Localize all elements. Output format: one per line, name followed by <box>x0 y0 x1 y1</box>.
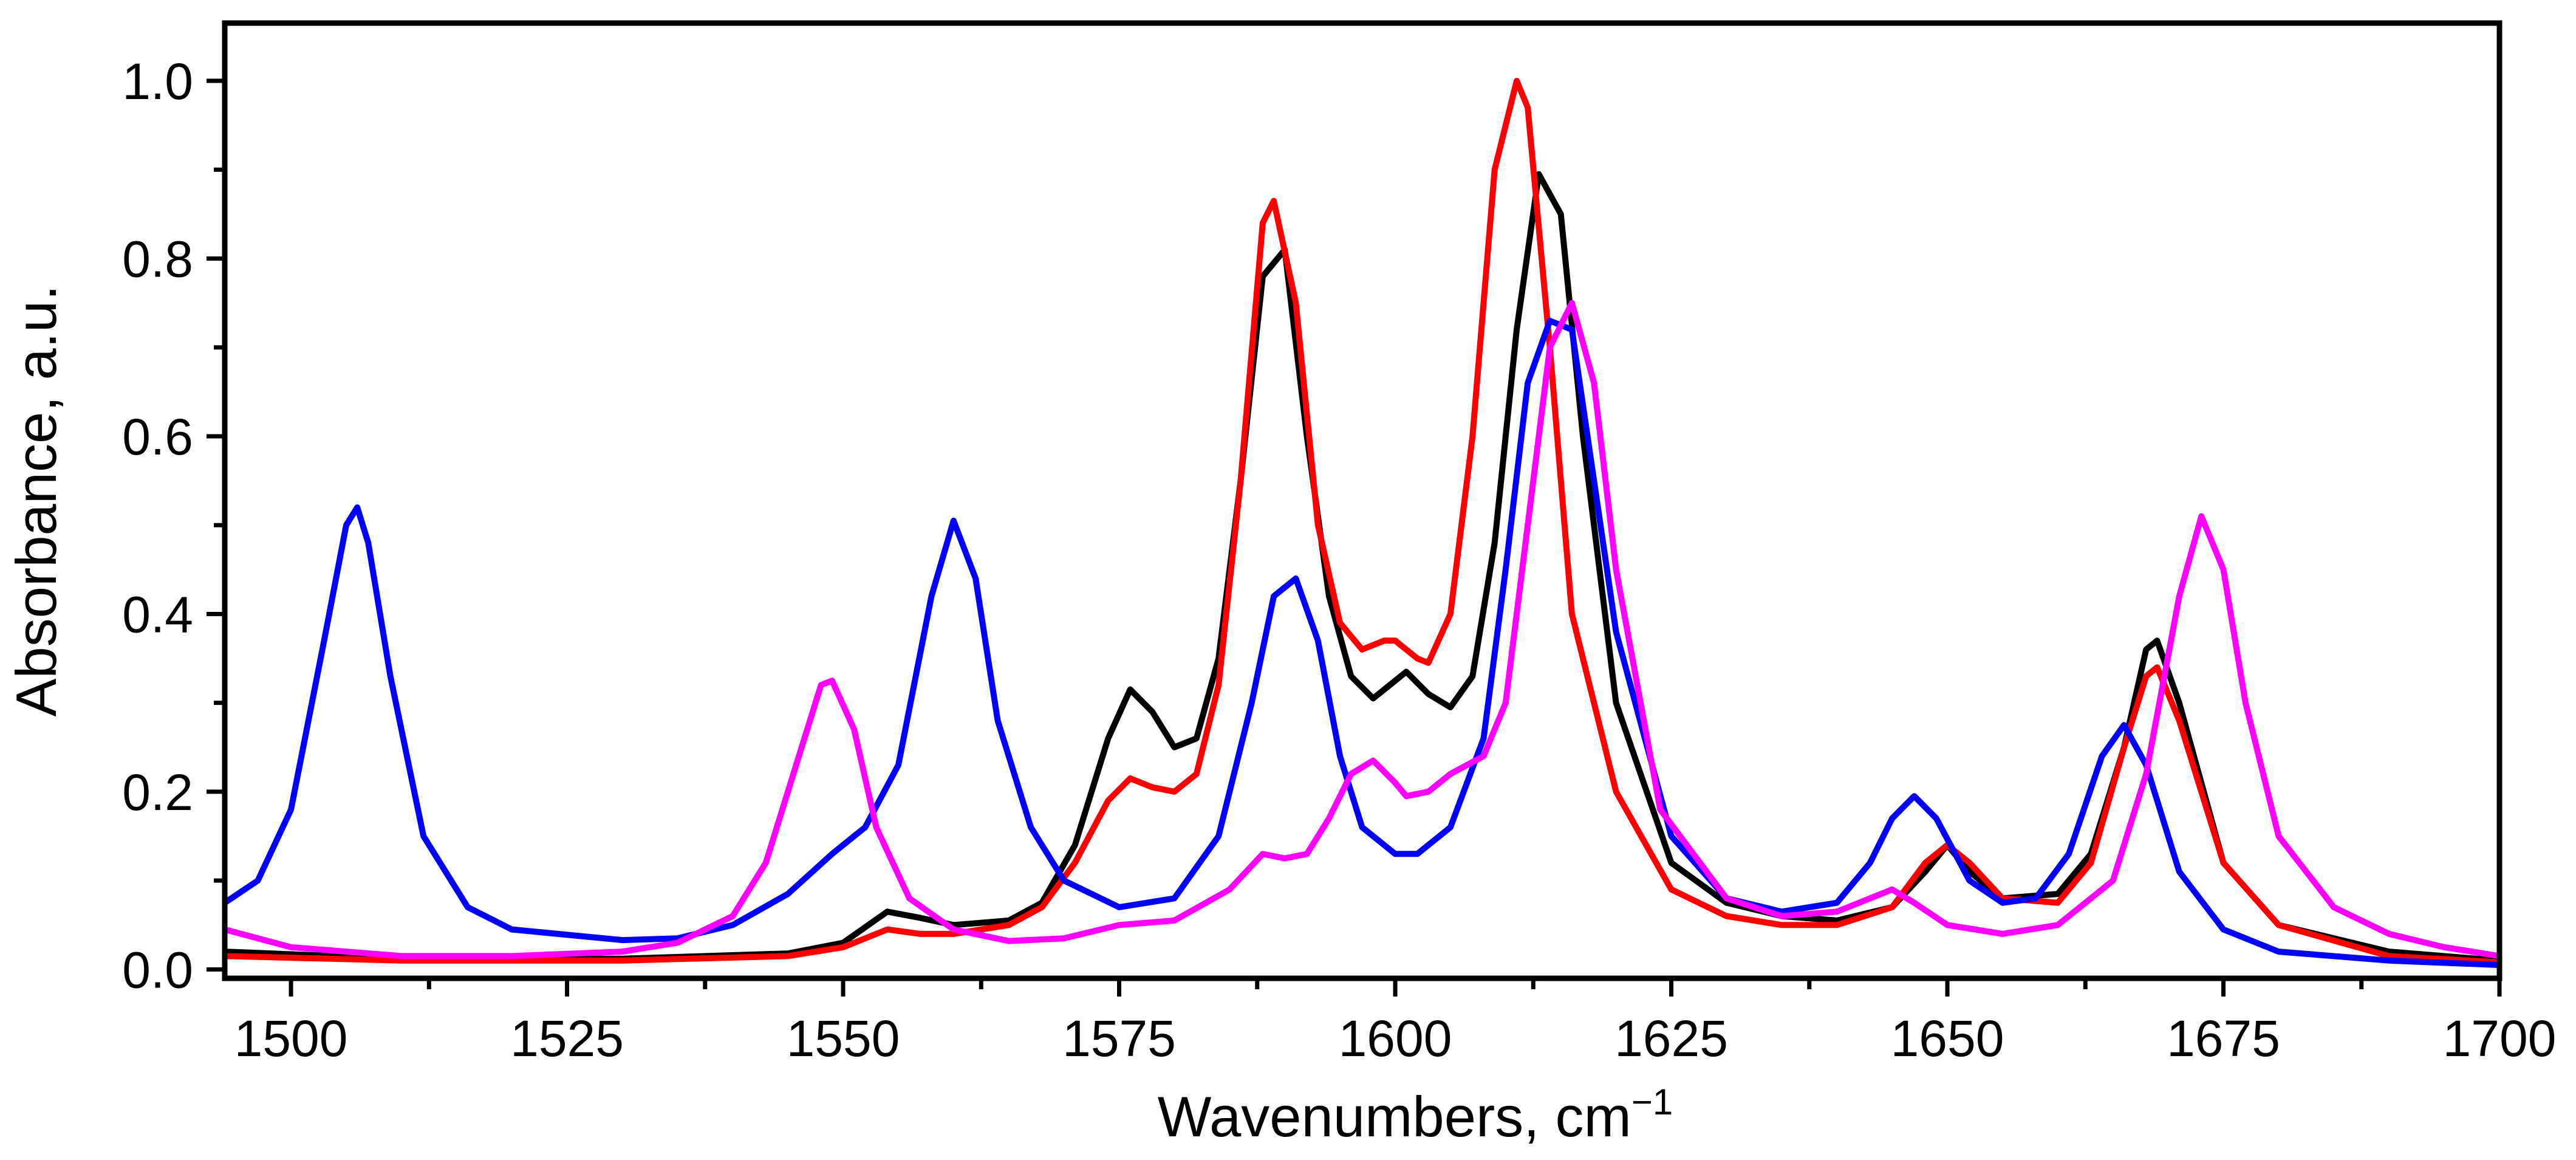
x-tick-label: 1550 <box>787 1010 900 1067</box>
y-axis-title: Absorbance, a.u. <box>4 285 68 717</box>
y-tick-label: 1.0 <box>122 53 193 110</box>
x-tick-label: 1625 <box>1614 1010 1728 1067</box>
y-tick-label: 0.8 <box>122 231 193 288</box>
x-axis-title-superscript: −1 <box>1631 1082 1673 1122</box>
x-tick-label: 1575 <box>1062 1010 1176 1067</box>
y-tick-label: 0.4 <box>122 586 193 643</box>
series-line-red <box>225 78 2499 966</box>
y-tick-label: 0.0 <box>122 941 193 998</box>
y-axis-tick-labels: 0.0 0.2 0.4 0.6 0.8 1.0 <box>122 53 193 998</box>
series-line-magenta <box>225 300 2499 959</box>
x-tick-label: 1600 <box>1339 1010 1452 1067</box>
y-tick-label: 0.6 <box>122 408 193 465</box>
y-axis-ticks <box>207 78 225 972</box>
series-line-blue <box>225 317 2499 969</box>
plot-frame <box>222 20 2503 981</box>
x-tick-label: 1525 <box>510 1010 624 1067</box>
series-line-black <box>225 171 2499 964</box>
x-tick-label: 1650 <box>1891 1010 2004 1067</box>
series-layer <box>225 78 2499 969</box>
y-tick-label: 0.2 <box>122 764 193 821</box>
x-tick-label: 1700 <box>2443 1010 2557 1067</box>
x-axis-ticks <box>289 978 2502 997</box>
x-tick-label: 1675 <box>2167 1010 2280 1067</box>
x-tick-label: 1500 <box>234 1010 348 1067</box>
x-axis-title: Wavenumbers, cm−1 <box>1158 1082 1673 1148</box>
x-axis-tick-labels: 1500 1525 1550 1575 1600 1625 1650 1675 1700 <box>234 1010 2557 1067</box>
